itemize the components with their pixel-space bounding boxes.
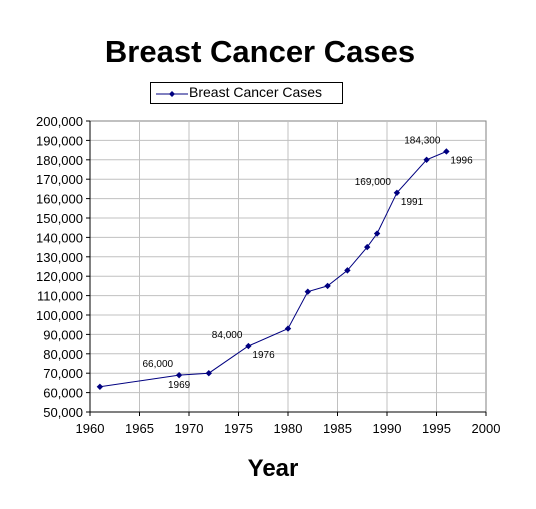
x-tick-label: 1980 (274, 421, 303, 436)
data-point-marker (364, 243, 371, 251)
x-tick-label: 2000 (472, 421, 501, 436)
data-point-marker (373, 230, 381, 237)
data-point-marker (423, 156, 430, 163)
y-tick-label: 60,000 (43, 386, 83, 401)
data-point-marker (443, 148, 450, 155)
y-tick-label: 130,000 (36, 250, 83, 265)
data-label: 1996 (450, 155, 473, 166)
y-tick-label: 180,000 (36, 153, 83, 168)
data-point-marker (304, 288, 311, 295)
legend-label: Breast Cancer Cases (189, 84, 323, 100)
y-tick-label: 200,000 (36, 114, 83, 129)
data-annotations: 66,000 1969 84,000 1976 169,000 1991 184,300 19… (143, 135, 474, 391)
data-label: 169,000 (355, 177, 392, 188)
data-label: 184,300 (404, 135, 441, 146)
y-tick-label: 160,000 (36, 192, 83, 207)
data-point-marker (205, 370, 212, 377)
x-tick-label: 1975 (224, 421, 253, 436)
x-tick-label: 1985 (323, 421, 352, 436)
x-tick-label: 1970 (175, 421, 204, 436)
series-breast-cancer-cases (96, 148, 450, 390)
y-tick-label: 110,000 (37, 289, 83, 304)
data-point-marker (284, 325, 292, 332)
y-tick-label: 80,000 (43, 347, 83, 362)
y-tick-label: 170,000 (36, 172, 83, 187)
data-label: 66,000 (143, 359, 174, 370)
y-tick-label: 70,000 (43, 366, 83, 381)
data-point-marker (175, 371, 183, 379)
data-point-marker (393, 189, 401, 196)
data-point-marker (245, 342, 252, 350)
y-tick-label: 150,000 (36, 211, 83, 226)
y-tick-label: 140,000 (36, 230, 83, 245)
y-tick-label: 90,000 (43, 327, 83, 342)
x-tick-label: 1960 (76, 421, 105, 436)
axis-ticks: 50,000 60,000 70,000 80,000 90,000 100,000 110… (36, 114, 500, 436)
legend: Breast Cancer Cases (150, 82, 343, 104)
y-tick-label: 190,000 (36, 133, 83, 148)
legend-line-marker-icon (156, 91, 188, 97)
y-tick-label: 120,000 (36, 269, 83, 284)
data-label: 1969 (168, 380, 191, 391)
y-tick-label: 50,000 (43, 405, 83, 420)
x-axis-title: Year (247, 455, 299, 482)
chart-title: Breast Cancer Cases (104, 34, 416, 69)
data-label: 1976 (252, 350, 275, 361)
data-point-marker (324, 282, 331, 290)
data-label: 1991 (401, 197, 424, 208)
y-tick-label: 100,000 (36, 308, 83, 323)
x-tick-label: 1965 (125, 421, 154, 436)
x-tick-label: 1995 (422, 421, 451, 436)
gridlines (90, 121, 486, 412)
data-point-marker (344, 267, 351, 274)
data-point-marker (96, 383, 104, 390)
data-label: 84,000 (212, 330, 243, 341)
x-tick-label: 1990 (373, 421, 402, 436)
